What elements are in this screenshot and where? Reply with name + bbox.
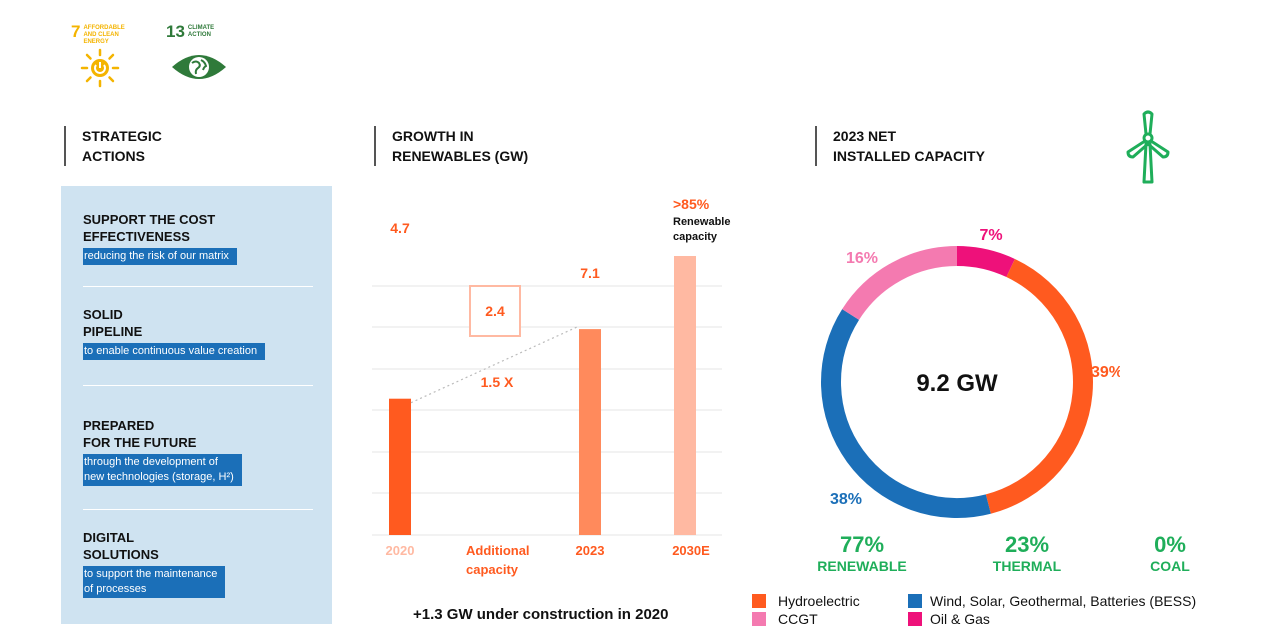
legend-item-wind-solar: Wind, Solar, Geothermal, Batteries (BESS… <box>908 593 1196 609</box>
strategic-item-digital: DIGITAL SOLUTIONS to support the mainten… <box>83 529 313 598</box>
legend-swatch <box>908 594 922 608</box>
sdg-number: 13 <box>166 22 185 41</box>
section-header-capacity: 2023 NET INSTALLED CAPACITY <box>815 126 985 166</box>
wind-turbine-icon <box>1126 110 1170 184</box>
sdg-13-badge: 13 CLIMATE ACTION <box>166 22 238 79</box>
target-pct-label: >85% <box>673 196 710 212</box>
item-title: PREPARED <box>83 418 155 433</box>
strategic-item-pipeline: SOLID PIPELINE to enable continuous valu… <box>83 306 313 360</box>
strategic-actions-panel: SUPPORT THE COST EFFECTIVENESS reducing … <box>61 186 332 624</box>
share-label: THERMAL <box>992 558 1062 574</box>
donut-slice-wind-solar-geothermal-batteries-bess <box>821 309 991 518</box>
share-label: RENEWABLE <box>817 558 907 574</box>
legend-label: Wind, Solar, Geothermal, Batteries (BESS… <box>930 593 1197 609</box>
share-coal: 0% COAL <box>1135 533 1205 575</box>
category-label-2023: 2023 <box>576 543 605 558</box>
divider <box>83 509 313 510</box>
item-title: FOR THE FUTURE <box>83 435 197 450</box>
category-label-2020: 2020 <box>386 543 415 558</box>
section-header-growth: GROWTH IN RENEWABLES (GW) <box>374 126 528 166</box>
category-label-additional: capacity <box>466 562 519 577</box>
header-line: GROWTH IN <box>392 128 474 144</box>
renewables-bar-chart: 2.4 4.7 7.1 1.5 X >85% Renewable capacity 2020 A… <box>372 196 730 577</box>
header-line: STRATEGIC <box>82 128 162 144</box>
share-value: 0% <box>1154 532 1186 557</box>
legend-item-ccgt: CCGT <box>752 611 818 627</box>
share-renewable: 77% RENEWABLE <box>812 533 912 575</box>
section-header-strategic: STRATEGIC ACTIONS <box>64 126 162 166</box>
item-title: SOLUTIONS <box>83 547 159 562</box>
connector-line <box>410 325 580 404</box>
header-line: 2023 NET <box>833 128 897 144</box>
donut-center-label: 9.2 GW <box>916 370 998 397</box>
sdg-7-badge: 7 AFFORDABLE AND CLEAN ENERGY <box>71 22 133 88</box>
capacity-donut-chart: 7% 39% 38% 16% 9.2 GW <box>821 227 1120 518</box>
sdg-text: CLIMATE ACTION <box>187 25 215 38</box>
slice-label: 39% <box>1091 364 1120 381</box>
share-thermal: 23% THERMAL <box>972 533 1082 575</box>
item-subtitle: through the development of new technolog… <box>83 454 242 486</box>
header-line: ACTIONS <box>82 148 145 164</box>
eye-globe-icon <box>172 55 226 79</box>
donut-slice-oil-gas <box>956 246 1015 278</box>
item-title: PIPELINE <box>83 324 143 339</box>
legend-item-oil-gas: Oil & Gas <box>908 611 990 627</box>
legend-label: CCGT <box>778 611 818 627</box>
bar-footnote: +1.3 GW under construction in 2020 <box>413 606 669 623</box>
value-label-2020: 4.7 <box>390 220 410 236</box>
bar-2020 <box>389 398 411 535</box>
item-subtitle: reducing the risk of our matrix <box>83 248 237 265</box>
item-subtitle: to enable continuous value creation <box>83 343 266 360</box>
donut-slice-hydroelectric <box>985 258 1093 514</box>
divider <box>83 286 313 287</box>
value-label-2023: 7.1 <box>580 265 600 281</box>
legend-item-hydro: Hydroelectric <box>752 593 860 609</box>
strategic-item-future: PREPARED FOR THE FUTURE through the deve… <box>83 417 313 486</box>
item-title: SUPPORT THE COST <box>83 212 216 227</box>
legend-label: Oil & Gas <box>930 611 990 627</box>
slice-label: 7% <box>979 227 1002 244</box>
target-text-line: capacity <box>673 231 718 243</box>
category-label-2030e: 2030E <box>672 543 710 558</box>
sun-power-icon <box>80 48 120 88</box>
item-title: DIGITAL <box>83 530 135 545</box>
legend-swatch <box>908 612 922 626</box>
sdg-text: AFFORDABLE AND CLEAN ENERGY <box>83 25 125 45</box>
target-text-line: Renewable <box>673 216 730 228</box>
share-label: COAL <box>1150 558 1190 574</box>
share-value: 77% <box>839 532 885 557</box>
share-value: 23% <box>1004 532 1050 557</box>
legend-swatch <box>752 594 766 608</box>
header-line: RENEWABLES (GW) <box>392 148 529 164</box>
donut-slice-ccgt <box>842 246 958 321</box>
slice-label: 38% <box>830 491 862 508</box>
strategic-item-cost: SUPPORT THE COST EFFECTIVENESS reducing … <box>83 211 313 265</box>
item-title: SOLID <box>83 307 123 322</box>
bar-2023 <box>579 329 601 535</box>
additional-capacity-box <box>469 285 521 337</box>
item-title: EFFECTIVENESS <box>83 229 190 244</box>
header-line: INSTALLED CAPACITY <box>833 148 985 164</box>
divider <box>83 385 313 386</box>
category-label-additional: Additional <box>466 543 530 558</box>
legend-label: Hydroelectric <box>778 593 860 609</box>
item-subtitle: to support the maintenance of processes <box>83 566 226 598</box>
bar-2030e <box>674 256 696 535</box>
value-label-additional: 2.4 <box>485 303 505 319</box>
multiplier-label: 1.5 X <box>481 374 514 390</box>
slice-label: 16% <box>846 250 878 267</box>
legend-swatch <box>752 612 766 626</box>
sdg-number: 7 <box>71 22 81 41</box>
